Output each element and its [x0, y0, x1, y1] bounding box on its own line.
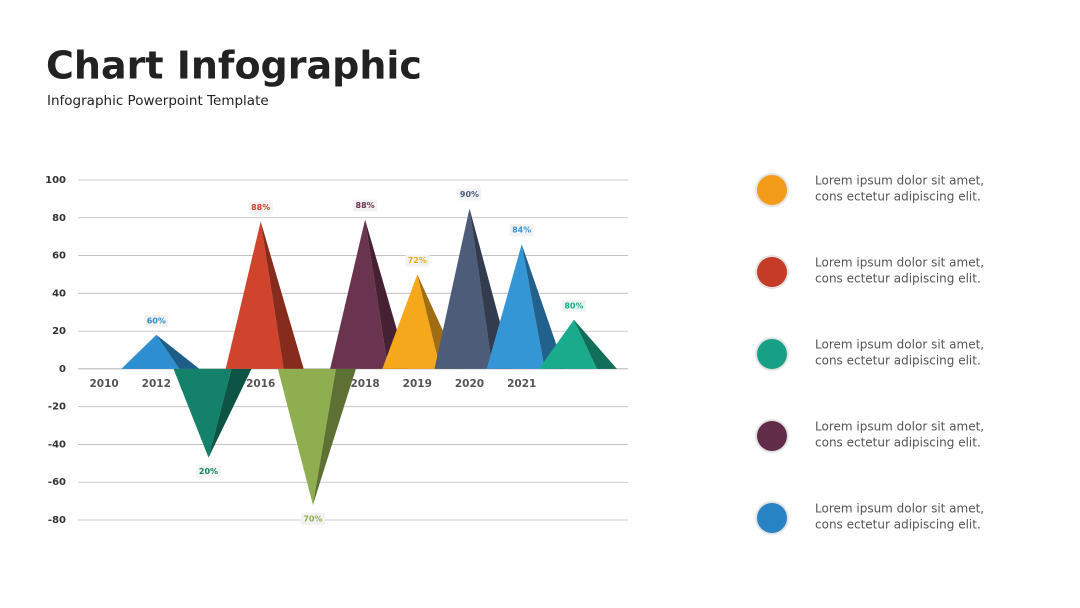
y-tick-label: 60 [52, 251, 66, 262]
legend-marker [757, 257, 787, 287]
chart: -80-60-40-200204060801002010201220142016… [45, 175, 628, 526]
x-tick-label: 2010 [89, 378, 118, 390]
bar-shade [312, 368, 356, 505]
legend-text: Lorem ipsum dolor sit amet, [815, 338, 984, 352]
x-tick-label: 2012 [142, 378, 171, 390]
bar-shade-dark [208, 368, 252, 458]
bar-shade-dark [521, 244, 565, 369]
subtitle: Infographic Powerpoint Template [47, 93, 269, 109]
bar [434, 208, 493, 369]
bar-shade [156, 334, 200, 369]
legend-text: Lorem ipsum dolor sit amet, [815, 502, 984, 516]
bar [382, 274, 441, 369]
bar-shade [260, 221, 304, 369]
legend-marker [757, 503, 787, 533]
legend-marker [757, 339, 787, 369]
callout-box [509, 224, 534, 237]
legend-text: Lorem ipsum dolor sit amet, [815, 256, 984, 270]
legend-text: cons ectetur adipiscing elit. [815, 272, 981, 286]
y-tick-label: 80 [52, 213, 66, 224]
bar [538, 319, 597, 369]
y-tick-label: -60 [48, 477, 66, 488]
x-tick-label: 2021 [507, 378, 536, 390]
bar [277, 368, 336, 505]
callout-box [144, 314, 169, 327]
bar-shade [208, 368, 252, 458]
x-tick-label: 2016 [246, 378, 275, 390]
bar-shade-dark [417, 274, 461, 369]
callout: 84% [512, 226, 531, 235]
bar-shade-dark [260, 221, 304, 369]
callout: 80% [564, 301, 583, 310]
x-tick-label: 2019 [403, 378, 432, 390]
legend-text: cons ectetur adipiscing elit. [815, 190, 981, 204]
callout-box [300, 512, 325, 525]
bar [330, 219, 389, 369]
y-tick-label: 20 [52, 326, 66, 337]
bar [173, 368, 232, 458]
callout: 90% [460, 190, 479, 199]
callout: 70% [303, 514, 322, 523]
y-tick-label: -80 [48, 515, 66, 526]
x-tick-label: 2018 [350, 378, 379, 390]
legend: Lorem ipsum dolor sit amet, cons ectetur … [755, 173, 984, 535]
title: Chart Infographic [46, 44, 422, 88]
callout-box [196, 465, 221, 478]
bar [225, 221, 284, 369]
bar-shade-dark [156, 334, 200, 369]
callout: 88% [356, 201, 375, 210]
bar-shade [521, 244, 565, 369]
y-tick-label: 40 [52, 288, 66, 299]
y-tick-label: -20 [48, 402, 66, 413]
callout-box [353, 199, 378, 212]
callout: 72% [408, 256, 427, 265]
callout-box [457, 188, 482, 201]
bar [486, 244, 545, 369]
bar-shade-dark [312, 368, 356, 505]
callout-box [405, 254, 430, 267]
x-tick-label: 2020 [455, 378, 484, 390]
callout: 20% [199, 467, 218, 476]
legend-marker [757, 175, 787, 205]
callout: 60% [147, 316, 166, 325]
callout: 88% [251, 203, 270, 212]
legend-text: Lorem ipsum dolor sit amet, [815, 420, 984, 434]
legend-text: cons ectetur adipiscing elit. [815, 518, 981, 532]
bar-shade-dark [573, 319, 617, 369]
y-tick-label: -40 [48, 439, 66, 450]
bar-shade [573, 319, 617, 369]
legend-text: cons ectetur adipiscing elit. [815, 436, 981, 450]
callout-box [248, 201, 273, 214]
legend-text: Lorem ipsum dolor sit amet, [815, 174, 984, 188]
bar-shade [417, 274, 461, 369]
legend-text: cons ectetur adipiscing elit. [815, 354, 981, 368]
bar [121, 334, 180, 369]
y-tick-label: 100 [45, 175, 66, 186]
y-tick-label: 0 [59, 364, 66, 375]
callout-box [561, 299, 586, 312]
legend-marker [757, 421, 787, 451]
